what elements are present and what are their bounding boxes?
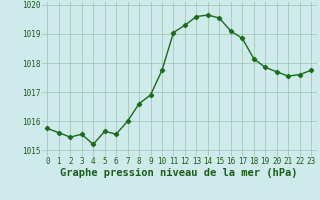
X-axis label: Graphe pression niveau de la mer (hPa): Graphe pression niveau de la mer (hPa): [60, 168, 298, 178]
